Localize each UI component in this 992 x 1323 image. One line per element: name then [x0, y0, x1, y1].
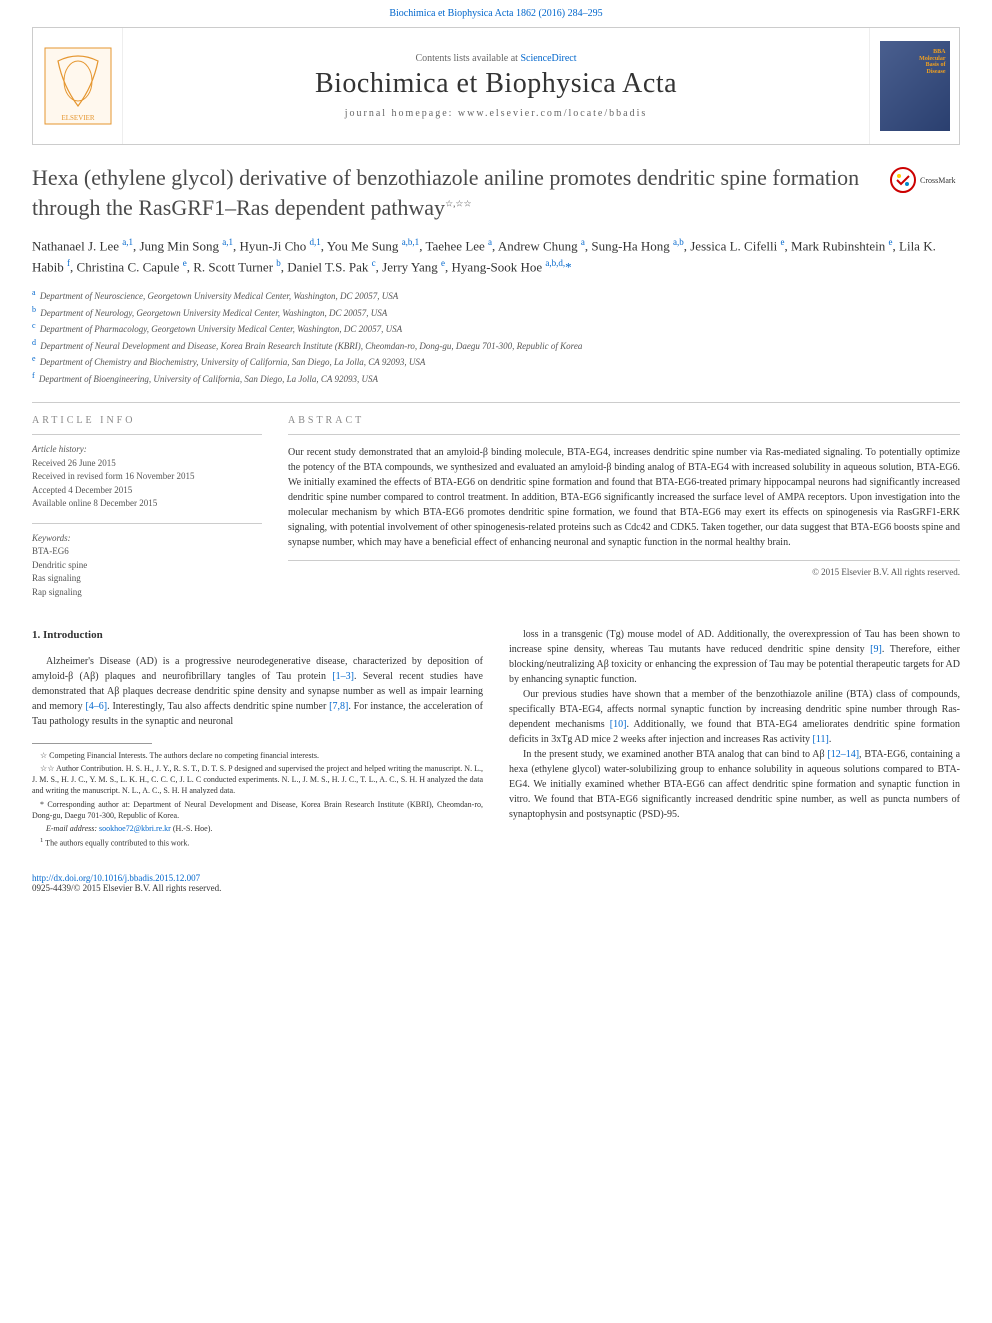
- keyword-item: Rap signaling: [32, 586, 262, 600]
- cover-label-line2: Molecular: [919, 56, 945, 62]
- online-date: Available online 8 December 2015: [32, 497, 262, 511]
- fn1-text: Competing Financial Interests. The autho…: [47, 751, 319, 760]
- journal-title: Biochimica et Biophysica Acta: [315, 68, 677, 100]
- issn-copyright: 0925-4439/© 2015 Elsevier B.V. All right…: [32, 883, 221, 893]
- received-date: Received 26 June 2015: [32, 457, 262, 471]
- crossmark-label: CrossMark: [920, 176, 956, 185]
- affiliation-item: a Department of Neuroscience, Georgetown…: [32, 287, 960, 304]
- cover-label-line1: BBA: [933, 49, 945, 55]
- citation-11[interactable]: [11]: [813, 734, 829, 745]
- abstract-copyright: © 2015 Elsevier B.V. All rights reserved…: [288, 567, 960, 577]
- citation-12-14[interactable]: [12–14]: [827, 749, 859, 760]
- crossmark-icon: [890, 167, 916, 193]
- crossmark-badge[interactable]: CrossMark: [890, 167, 960, 193]
- page-footer: http://dx.doi.org/10.1016/j.bbadis.2015.…: [32, 873, 960, 893]
- intro-p4: In the present study, we examined anothe…: [509, 747, 960, 822]
- affiliation-item: b Department of Neurology, Georgetown Un…: [32, 304, 960, 321]
- top-citation-link[interactable]: Biochimica et Biophysica Acta 1862 (2016…: [389, 8, 602, 19]
- author-list: Nathanael J. Lee a,1, Jung Min Song a,1,…: [32, 236, 960, 277]
- cover-thumbnail: BBA Molecular Basis of Disease: [880, 41, 950, 131]
- svg-text:ELSEVIER: ELSEVIER: [61, 114, 94, 122]
- abstract-text: Our recent study demonstrated that an am…: [288, 434, 960, 561]
- section-divider: [32, 402, 960, 403]
- abstract-heading: abstract: [288, 415, 960, 426]
- affiliation-item: e Department of Chemistry and Biochemist…: [32, 353, 960, 370]
- keywords-label: Keywords:: [32, 532, 262, 546]
- sciencedirect-link[interactable]: ScienceDirect: [520, 53, 576, 64]
- intro-heading: 1. Introduction: [32, 627, 483, 644]
- top-citation: Biochimica et Biophysica Acta 1862 (2016…: [0, 0, 992, 27]
- citation-1-3[interactable]: [1–3]: [332, 671, 354, 682]
- keyword-item: Dendritic spine: [32, 559, 262, 573]
- fn2-text: Author Contribution. H. S. H., J. Y., R.…: [32, 764, 483, 795]
- corr-email-link[interactable]: sookhoe72@kbri.re.kr: [99, 824, 171, 833]
- journal-header: ELSEVIER Contents lists available at Sci…: [32, 27, 960, 145]
- header-middle: Contents lists available at ScienceDirec…: [123, 28, 869, 144]
- history-label: Article history:: [32, 443, 262, 457]
- article-info-block: Article history: Received 26 June 2015 R…: [32, 434, 262, 511]
- keyword-item: Ras signaling: [32, 572, 262, 586]
- journal-cover: BBA Molecular Basis of Disease: [869, 28, 959, 144]
- contents-prefix: Contents lists available at: [415, 53, 520, 64]
- citation-7-8[interactable]: [7,8]: [329, 701, 348, 712]
- affiliation-list: a Department of Neuroscience, Georgetown…: [32, 287, 960, 386]
- intro-p3: Our previous studies have shown that a m…: [509, 687, 960, 747]
- title-footnote-markers: ☆,☆☆: [445, 198, 471, 208]
- affiliation-item: f Department of Bioengineering, Universi…: [32, 370, 960, 387]
- journal-homepage: journal homepage: www.elsevier.com/locat…: [345, 108, 648, 119]
- affiliation-item: c Department of Pharmacology, Georgetown…: [32, 320, 960, 337]
- fn4-suffix: (H.-S. Hoe).: [171, 824, 213, 833]
- keywords-block: Keywords: BTA-EG6Dendritic spineRas sign…: [32, 523, 262, 600]
- intro-p2: loss in a transgenic (Tg) mouse model of…: [509, 627, 960, 687]
- contents-line: Contents lists available at ScienceDirec…: [415, 53, 576, 64]
- footnotes-block: ☆ Competing Financial Interests. The aut…: [32, 750, 483, 849]
- keywords-list: BTA-EG6Dendritic spineRas signalingRap s…: [32, 545, 262, 599]
- article-title: Hexa (ethylene glycol) derivative of ben…: [32, 163, 872, 222]
- fn2-sym: ☆☆: [40, 764, 54, 773]
- footnote-divider: [32, 743, 152, 744]
- citation-4-6[interactable]: [4–6]: [85, 701, 107, 712]
- cover-label-line3: Basis of: [926, 62, 946, 68]
- doi-link[interactable]: http://dx.doi.org/10.1016/j.bbadis.2015.…: [32, 873, 200, 883]
- article-title-text: Hexa (ethylene glycol) derivative of ben…: [32, 165, 859, 220]
- elsevier-logo: ELSEVIER: [33, 28, 123, 144]
- keyword-item: BTA-EG6: [32, 545, 262, 559]
- cover-label-line4: Disease: [927, 69, 946, 75]
- affiliation-item: d Department of Neural Development and D…: [32, 337, 960, 354]
- revised-date: Received in revised form 16 November 201…: [32, 470, 262, 484]
- intro-p1: Alzheimer's Disease (AD) is a progressiv…: [32, 654, 483, 729]
- accepted-date: Accepted 4 December 2015: [32, 484, 262, 498]
- fn4-label: E-mail address:: [46, 824, 99, 833]
- citation-9[interactable]: [9]: [870, 644, 882, 655]
- fn3-text: Corresponding author at: Department of N…: [32, 800, 483, 820]
- citation-10[interactable]: [10]: [610, 719, 627, 730]
- fn5-text: The authors equally contributed to this …: [43, 839, 189, 848]
- article-info-heading: article info: [32, 415, 262, 426]
